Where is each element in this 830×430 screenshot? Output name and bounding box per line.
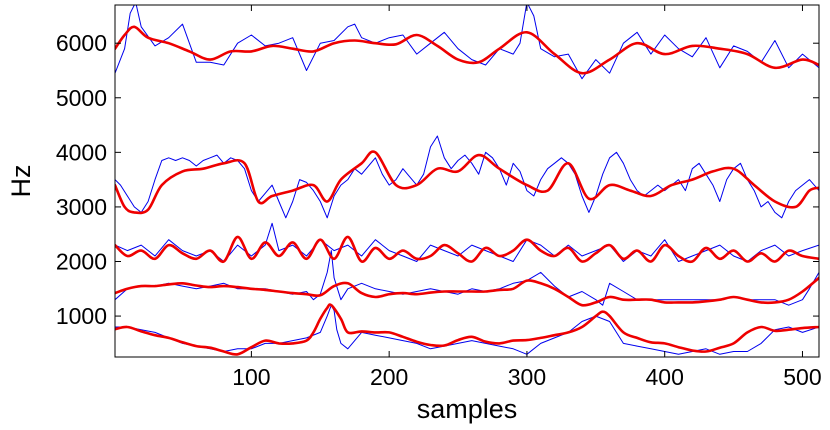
y-axis: 1000 2000 3000 4000 5000 6000 (56, 30, 819, 329)
series-line-f1-raw (115, 304, 819, 355)
series-line-f5-raw (115, 5, 819, 80)
y-tick-label: 2000 (56, 248, 107, 274)
plot-frame (114, 4, 820, 358)
x-tick-label: 400 (646, 364, 684, 390)
series-layer (115, 5, 819, 356)
x-tick-label: 100 (232, 364, 270, 390)
y-tick-label: 5000 (56, 85, 107, 111)
y-tick-label: 6000 (56, 30, 107, 56)
y-tick-label: 1000 (56, 303, 107, 329)
series-line-f3-raw (115, 222, 819, 262)
y-tick-label: 3000 (56, 194, 107, 220)
series-line-f4-raw (115, 135, 819, 219)
y-axis-title: Hz (6, 165, 36, 198)
series-line-f1-smoothed (115, 303, 819, 356)
series-line-f3-smoothed (115, 235, 819, 264)
y-tick-label: 4000 (56, 139, 107, 165)
x-tick-label: 200 (370, 364, 408, 390)
series-line-f4-smoothed (115, 150, 819, 215)
x-tick-label: 300 (508, 364, 546, 390)
series-line-f5-smoothed (115, 25, 819, 75)
x-axis: 100 200 300 400 500 (232, 5, 822, 390)
x-axis-title: samples (417, 394, 518, 424)
series-line-f2-smoothed (115, 276, 819, 307)
x-tick-label: 500 (783, 364, 821, 390)
